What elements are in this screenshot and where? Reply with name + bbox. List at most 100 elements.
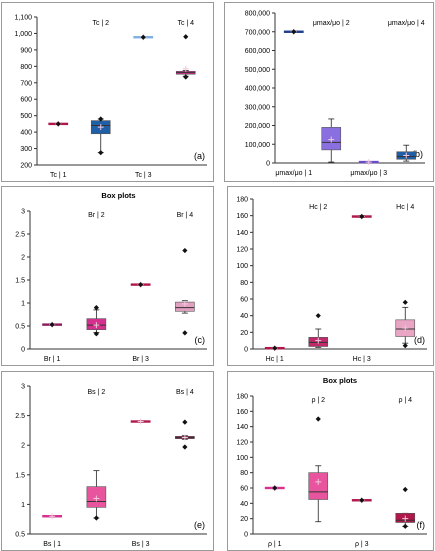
y-tick-label: 160: [236, 213, 248, 220]
group-label: Br | 1: [44, 356, 61, 363]
y-tick-label: 1,100: [14, 15, 32, 22]
chart-panel-b: 0 100,000 200,000 300,000 400,000 500,000 600,…: [224, 2, 434, 182]
group-label: Tc | 4: [177, 20, 194, 27]
group-label: Bs | 4: [176, 389, 194, 396]
y-tick-label: 200: [20, 163, 32, 170]
group-label: Bs | 2: [87, 389, 105, 396]
mean-marker: [93, 495, 100, 502]
panel-label: (d): [414, 335, 425, 345]
box: [308, 472, 329, 500]
outlier-point: [402, 486, 408, 493]
group-label: Br | 4: [177, 212, 194, 219]
y-tick-label: 300: [20, 146, 32, 153]
outlier-point: [272, 345, 278, 351]
y-tick-label: 400,000: [245, 86, 270, 93]
y-tick-label: 400: [20, 130, 32, 137]
group-label: μmax/μo | 2: [313, 20, 350, 27]
y-tick-label: 180: [236, 197, 248, 204]
outlier-point: [55, 121, 61, 127]
outlier-point: [183, 34, 189, 40]
y-tick-label: 700,000: [245, 29, 270, 36]
outlier-point: [315, 416, 321, 422]
outlier-point: [49, 322, 55, 328]
chart-panel-a: 200 300 400 500 600 700 800 900 1,000 1,100 (a) Tc …: [1, 2, 214, 182]
chart-svg-a: 200 300 400 500 600 700 800 900 1,000 1,100 (a) Tc …: [14, 15, 207, 179]
mean-marker: [181, 300, 188, 307]
y-tick-label: 80: [240, 470, 248, 477]
y-tick-label: 600: [20, 97, 32, 104]
outlier-point: [93, 305, 99, 311]
mean-marker: [365, 159, 372, 166]
y-tick-label: 900: [20, 47, 32, 54]
group-label: μmax/μo | 1: [275, 170, 312, 177]
y-tick-label: 60: [240, 486, 248, 493]
outlier-point: [182, 444, 188, 450]
y-tick-label: 20: [240, 516, 248, 523]
y-tick-label: 1.5: [15, 472, 25, 479]
group-label: Br | 3: [132, 356, 149, 363]
outlier-point: [98, 150, 104, 156]
y-tick-label: 800: [20, 64, 32, 71]
y-tick-label: 140: [236, 230, 248, 237]
chart-panel-e: 0.5 1 1.5 2 2.5 3 (e) Bs | 1 Bs | 2 Bs | 3 Bs | 4: [1, 371, 214, 551]
chart-svg-b: 0 100,000 200,000 300,000 400,000 500,000 600,…: [245, 11, 425, 177]
y-tick-label: 1: [21, 301, 25, 308]
group-label: μmax/μo | 3: [350, 170, 387, 177]
chart-svg-f: 0 20 40 60 80 100 120 140 160 180 Box plots (f) ρ | …: [236, 376, 427, 548]
mean-marker: [315, 337, 322, 344]
y-tick-label: 100,000: [245, 142, 270, 149]
outlier-point: [402, 299, 408, 305]
group-label: Hc | 2: [309, 204, 327, 211]
y-tick-label: 80: [240, 280, 248, 287]
outlier-point: [183, 74, 189, 80]
outlier-point: [182, 247, 188, 254]
panel-label: (c): [195, 335, 206, 345]
y-tick-label: 2.5: [15, 232, 25, 239]
y-tick-label: 500,000: [245, 67, 270, 74]
y-tick-label: 100: [236, 263, 248, 270]
y-tick-label: 600,000: [245, 48, 270, 55]
y-tick-label: 3: [21, 209, 25, 216]
y-tick-label: 0: [244, 347, 248, 354]
outlier-point: [93, 331, 99, 337]
chart-panel-d: 0 20 40 60 80 100 120 140 160 180 (d) Hc | 1 Hc | 2 H…: [227, 186, 434, 366]
y-tick-label: 2: [21, 255, 25, 262]
outlier-point: [272, 485, 278, 491]
outlier-point: [182, 330, 188, 336]
panel-label: (f): [417, 520, 426, 530]
group-label: ρ | 3: [355, 541, 369, 548]
y-tick-label: 0.5: [15, 324, 25, 331]
chart-title: Box plots: [101, 191, 135, 200]
chart-svg-c: 0 0.5 1 1.5 2 2.5 3 Box plots (c) Br | 1 Br | 2 Br …: [15, 191, 207, 363]
y-tick-label: 140: [236, 424, 248, 431]
group-label: ρ | 4: [398, 397, 412, 404]
outlier-point: [98, 116, 104, 122]
mean-marker: [181, 434, 188, 441]
group-label: Tc | 3: [135, 172, 152, 179]
y-tick-label: 160: [236, 409, 248, 416]
y-tick-label: 800,000: [245, 11, 270, 18]
y-tick-label: 20: [240, 330, 248, 337]
group-label: ρ | 1: [268, 541, 282, 548]
group-label: ρ | 2: [311, 397, 325, 404]
outlier-point: [140, 34, 146, 40]
mean-marker: [402, 515, 409, 522]
outlier-point: [182, 419, 188, 425]
chart-svg-d: 0 20 40 60 80 100 120 140 160 180 (d) Hc | 1 Hc | 2 H…: [236, 197, 427, 363]
y-tick-label: 500: [20, 113, 32, 120]
y-tick-label: 0: [266, 161, 270, 168]
panel-label: (e): [194, 520, 205, 530]
outlier-point: [359, 213, 365, 220]
mean-marker: [315, 478, 322, 485]
mean-marker: [93, 322, 100, 329]
outlier-point: [402, 523, 408, 529]
y-tick-label: 1: [21, 502, 25, 509]
y-tick-label: 40: [240, 501, 248, 508]
y-tick-label: 2: [21, 443, 25, 450]
panel-label: (a): [194, 151, 205, 161]
group-label: μmax/μo | 4: [388, 20, 425, 27]
y-tick-label: 0: [21, 347, 25, 354]
chart-panel-f: 0 20 40 60 80 100 120 140 160 180 Box plots (f) ρ | …: [227, 371, 434, 551]
group-label: Hc | 1: [266, 356, 284, 363]
y-tick-label: 700: [20, 80, 32, 87]
